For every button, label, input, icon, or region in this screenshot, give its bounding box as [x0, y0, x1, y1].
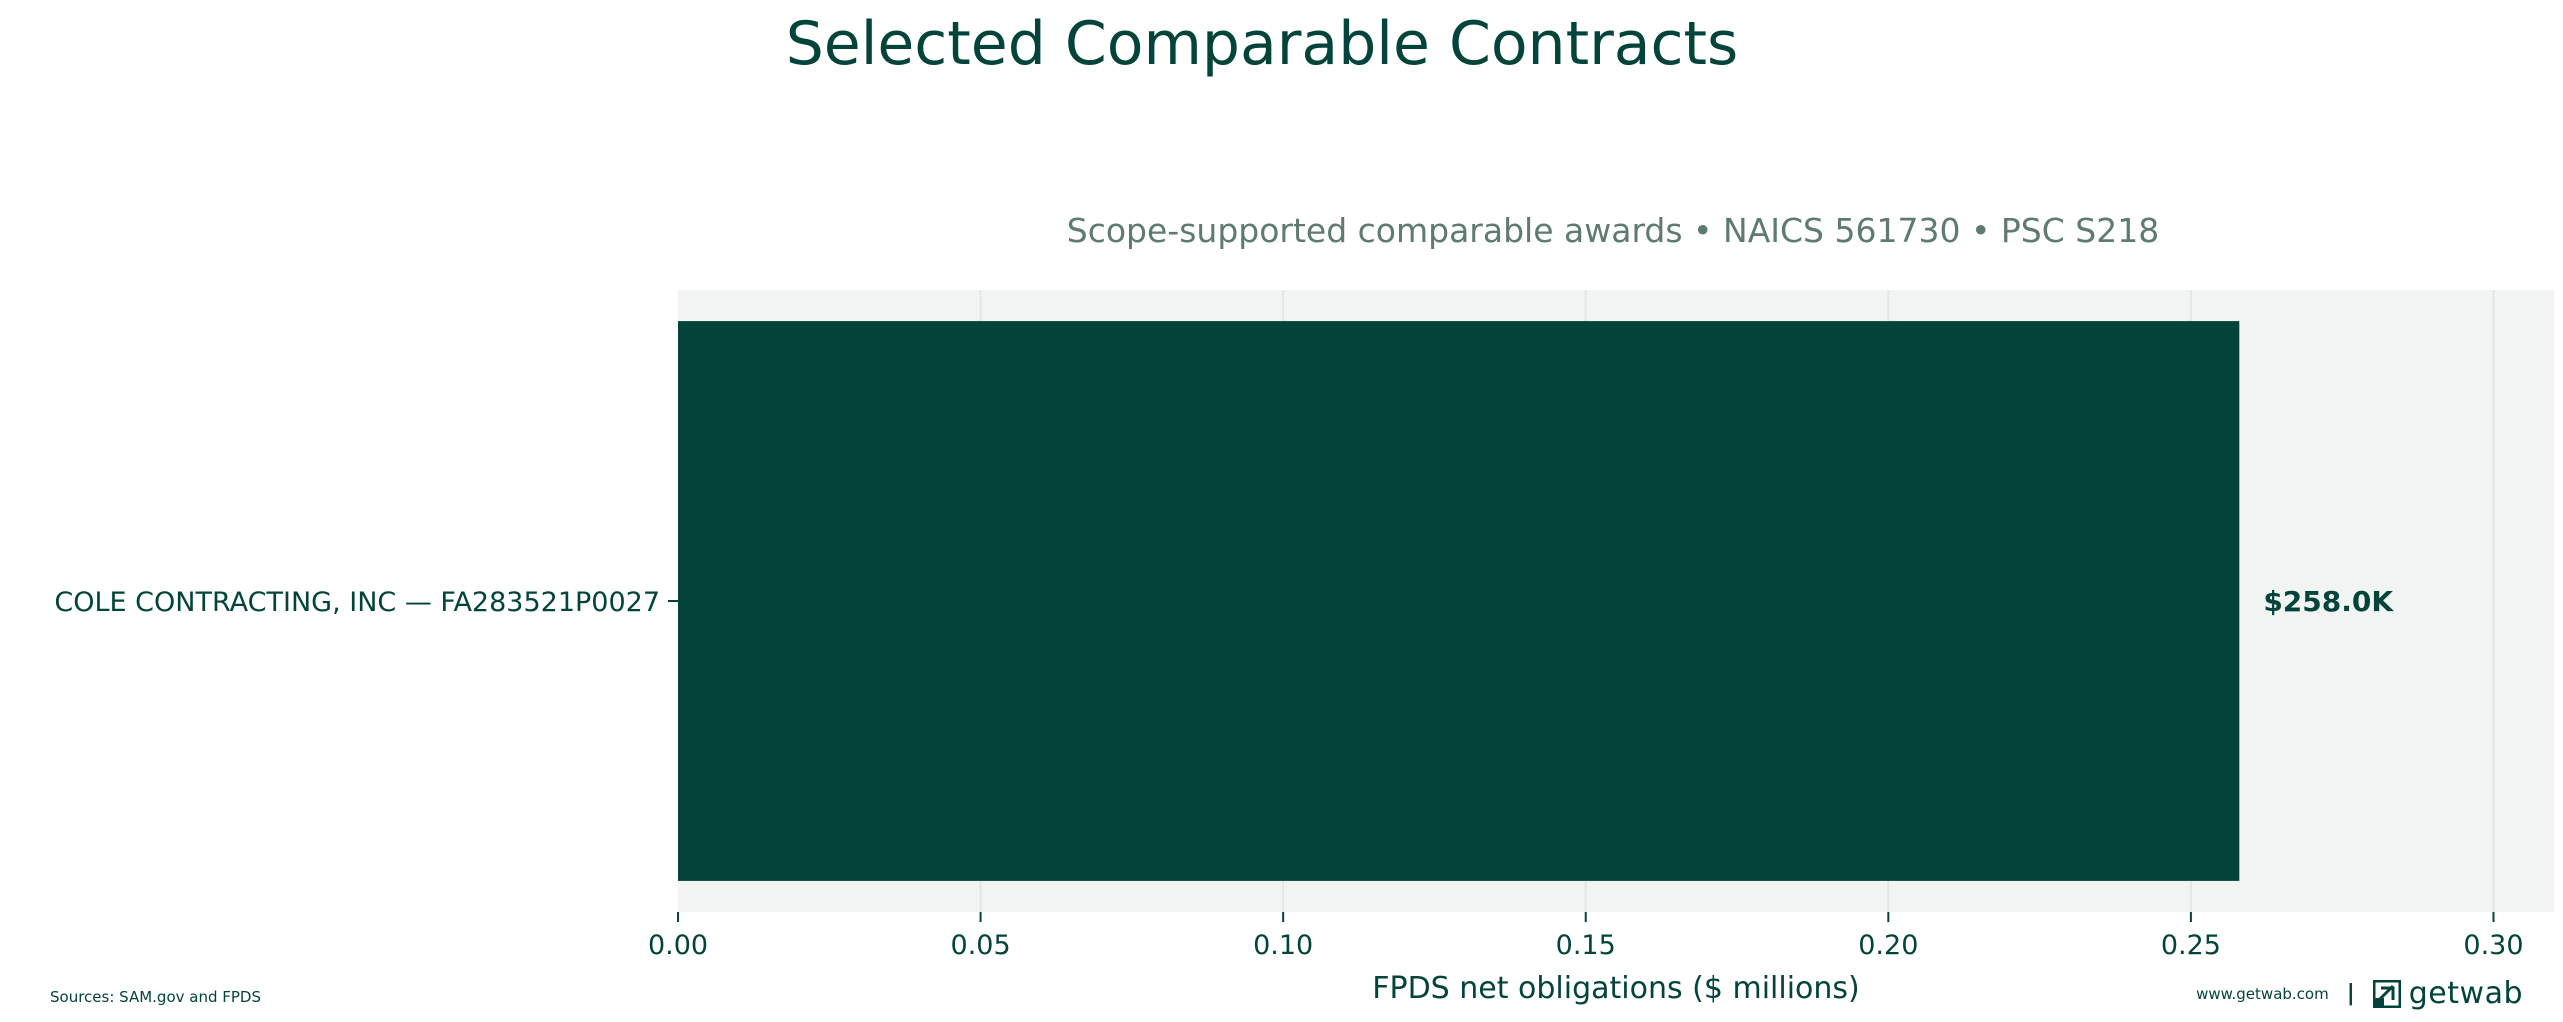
brand-logo: getwab	[2372, 976, 2523, 1011]
sources-note: Sources: SAM.gov and FPDS	[50, 988, 262, 1006]
x-tick-label: 0.15	[1556, 930, 1616, 961]
website-link[interactable]: www.getwab.com	[2196, 984, 2329, 1003]
x-tick-label: 0.05	[951, 930, 1011, 961]
y-axis: COLE CONTRACTING, INC — FA283521P0027	[54, 587, 678, 618]
x-tick-label: 0.30	[2463, 930, 2523, 961]
x-tick-label: 0.20	[1858, 930, 1918, 961]
brand-name: getwab	[2408, 976, 2523, 1011]
chart-title: Selected Comparable Contracts	[786, 9, 1739, 79]
bar	[678, 321, 2240, 881]
bars: $258.0K	[678, 321, 2394, 881]
x-tick-label: 0.10	[1253, 930, 1313, 961]
footer-brand: www.getwab.com | getwab	[2196, 976, 2523, 1011]
x-axis-label: FPDS net obligations ($ millions)	[1372, 971, 1860, 1006]
data-label: $258.0K	[2263, 585, 2394, 618]
chart-subtitle: Scope-supported comparable awards • NAIC…	[1067, 211, 2159, 250]
footer-separator: |	[2346, 981, 2355, 1006]
x-tick-label: 0.00	[648, 930, 708, 961]
x-axis: 0.00 0.05 0.10 0.15 0.20 0.25 0.30	[648, 912, 2524, 961]
y-tick-label: COLE CONTRACTING, INC — FA283521P0027	[54, 587, 660, 618]
x-tick-label: 0.25	[2161, 930, 2221, 961]
getwab-logo-icon	[2372, 979, 2401, 1008]
